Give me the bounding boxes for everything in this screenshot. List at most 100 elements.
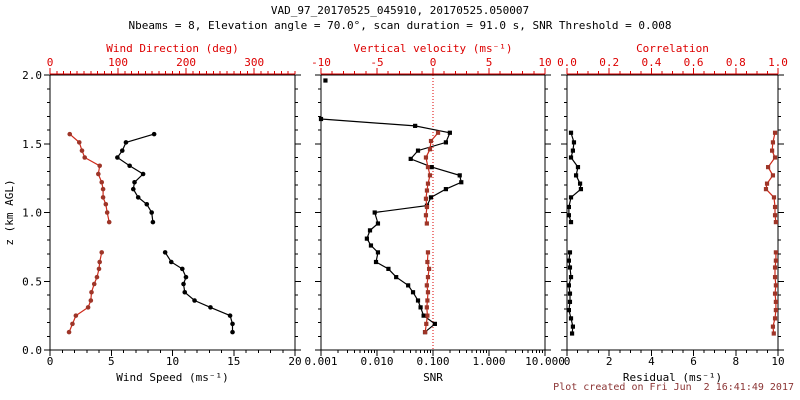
snr-point: [373, 259, 379, 265]
wind_speed-point: [151, 131, 157, 137]
wind_speed-point: [127, 163, 132, 169]
wind_speed-point: [182, 289, 188, 295]
residual-point: [566, 204, 571, 210]
wind_speed-point: [150, 219, 156, 225]
x-tick-label-top: 0: [430, 56, 437, 69]
x-tick-label-top: 0.8: [726, 56, 746, 69]
residual-bottom-axis: 0 2 4 6 8 10 Residual (ms⁻¹): [564, 350, 785, 384]
vertical_velocity-point: [423, 196, 429, 201]
residual-point: [569, 331, 575, 336]
wind_direction-point: [100, 195, 106, 200]
residual-point: [578, 187, 584, 192]
vertical_velocity-point: [425, 313, 430, 318]
residual-top-axis: 0.0 0.2 0.4 0.6 0.8 1.0 Correlation: [557, 42, 788, 75]
x-tick-label: 10: [771, 355, 784, 368]
y-tick-label: 1.5: [22, 138, 42, 151]
wind_speed-point: [230, 321, 235, 327]
residual-point: [568, 275, 574, 280]
wind_speed-point: [183, 274, 189, 280]
residual-point: [570, 324, 576, 329]
x-tick-label-top: 0.2: [599, 56, 619, 69]
top-axis-title: Correlation: [636, 42, 709, 55]
vertical_velocity-point: [435, 130, 441, 135]
snr-point: [410, 290, 416, 295]
wind_speed-point: [149, 210, 154, 215]
snr-bottom-axis: 0.001 0.010 0.100 1.000 10.000 SNR: [304, 350, 565, 384]
y-tick-label: 1.0: [22, 207, 42, 220]
x-tick-label: 0.001: [304, 355, 337, 368]
snr-point: [443, 187, 449, 192]
residual-point: [567, 291, 573, 296]
snr-point: [415, 298, 421, 303]
x-tick-label: 2: [606, 355, 613, 368]
snr-point: [447, 130, 452, 135]
x-tick-label-top: 100: [108, 56, 128, 69]
residual-point: [567, 265, 573, 270]
wind_speed-line: [116, 133, 155, 223]
x-tick-label-top: 1.0: [768, 56, 788, 69]
residual-point: [567, 250, 573, 255]
x-tick-label-top: 5: [486, 56, 493, 69]
x-tick-label: 10: [166, 355, 179, 368]
panel-frame: [566, 74, 779, 351]
vertical_velocity-point: [425, 259, 430, 265]
correlation-points: [770, 250, 778, 336]
bottom-axis-title: SNR: [423, 371, 443, 384]
wind_speed-point: [180, 266, 185, 272]
correlation-points: [763, 130, 778, 225]
snr-y-axis: [315, 74, 551, 351]
wind_direction-point: [99, 250, 105, 255]
snr-point: [429, 165, 434, 170]
residual-y-axis: [561, 74, 784, 351]
wind_speed-point: [227, 313, 233, 318]
snr-top-axis: -10 -5 0 5 10 Vertical velocity (ms⁻¹): [311, 42, 552, 75]
residual-point: [566, 283, 571, 288]
correlation-point: [771, 331, 776, 336]
snr-point: [372, 210, 377, 215]
correlation-point: [773, 283, 778, 288]
x-tick-label: 15: [227, 355, 240, 368]
bottom-axis-title: Wind Speed (ms⁻¹): [116, 371, 229, 384]
vertical_velocity-point: [425, 298, 430, 303]
vertical_velocity-point: [426, 266, 432, 271]
correlation-point: [764, 181, 770, 186]
wind_direction-point: [88, 298, 94, 303]
wind-top-axis: 0 100 200 300 Wind Direction (deg): [47, 42, 296, 75]
x-tick-label: 5: [108, 355, 115, 368]
snr-points: [323, 78, 328, 83]
snr-point: [418, 305, 423, 310]
snr-point: [459, 180, 464, 185]
snr-panel: 0.001 0.010 0.100 1.000 10.000 SNR -10 -5 0 5 10 Ve…: [304, 42, 564, 384]
snr-points: [318, 116, 464, 335]
vertical_velocity-point: [427, 173, 433, 178]
wind_speed-points: [162, 250, 235, 335]
top-axis-title: Vertical velocity (ms⁻¹): [354, 42, 513, 55]
x-tick-label: 0: [47, 355, 54, 368]
correlation-point: [773, 299, 778, 304]
x-tick-label-top: 0.0: [557, 56, 577, 69]
snr-point: [413, 123, 418, 128]
snr-point: [408, 156, 413, 161]
correlation-point: [773, 258, 778, 263]
correlation-point: [772, 275, 778, 280]
wind_speed-point: [135, 195, 141, 200]
vertical_velocity-point: [424, 204, 430, 210]
wind-y-axis: 0.0 0.5 1.0 1.5 2.0: [22, 69, 301, 357]
wind_direction-point: [99, 179, 105, 185]
residual-point: [568, 130, 574, 135]
snr-point: [406, 283, 411, 288]
wind_speed-point: [132, 179, 137, 185]
x-tick-label-top: 300: [244, 56, 264, 69]
panel-frame: [320, 74, 546, 351]
wind_speed-point: [140, 171, 146, 177]
correlation-point: [770, 140, 776, 145]
vertical_velocity-points: [423, 250, 432, 335]
wind_speed-point: [123, 140, 129, 145]
vertical_velocity-point: [425, 275, 431, 280]
residual-point: [568, 220, 574, 225]
wind_direction-point: [76, 140, 82, 145]
wind_direction-point: [67, 131, 73, 137]
wind_direction-point: [66, 329, 72, 335]
x-tick-label: 4: [648, 355, 655, 368]
x-tick-label-top: 200: [176, 56, 196, 69]
